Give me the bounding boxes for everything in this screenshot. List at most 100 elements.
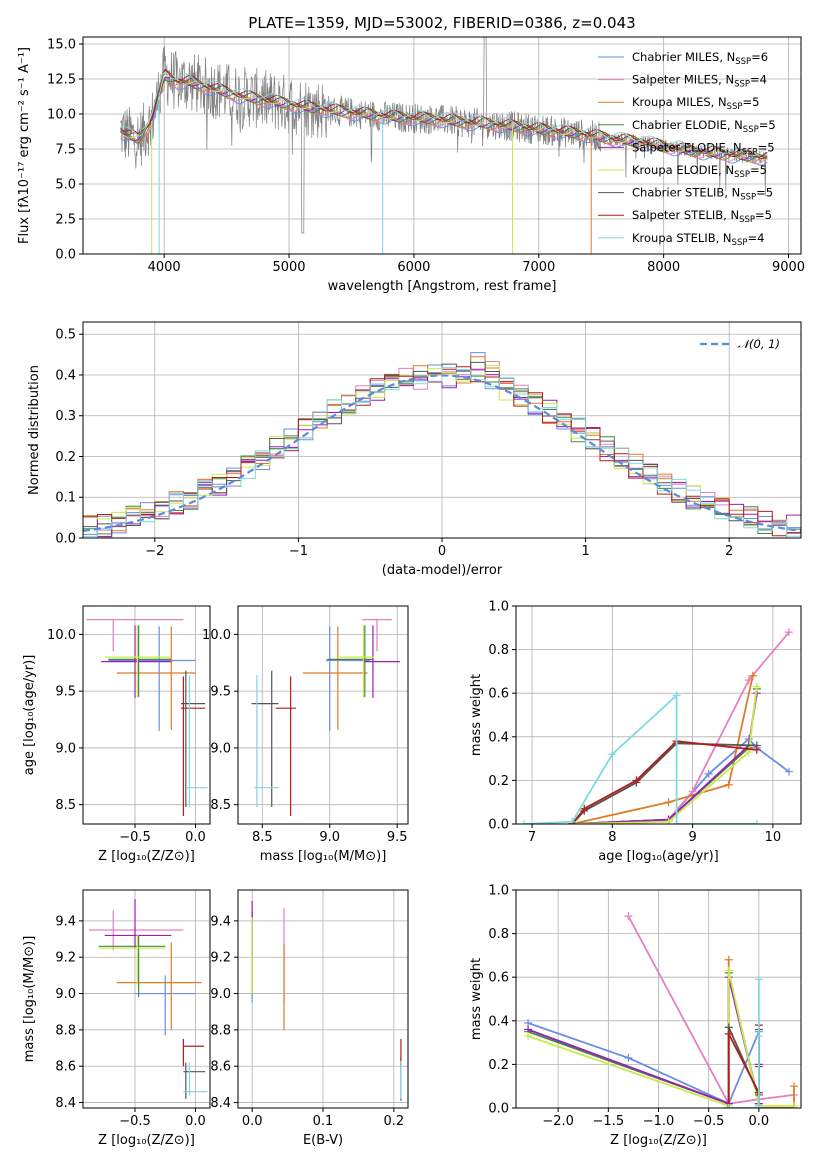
y-tick-label: 1.0	[488, 884, 509, 899]
weight-marker	[754, 1101, 763, 1108]
weight-marker	[754, 975, 763, 984]
x-tick-label: 0.2	[383, 1114, 404, 1129]
y-tick-label: 0.2	[55, 450, 76, 465]
y-tick-label: 0.6	[488, 971, 509, 986]
legend-suffix: =4	[747, 231, 764, 245]
x-tick-label: 0.0	[185, 830, 206, 845]
legend-suffix: =6	[751, 50, 768, 64]
weight-line	[728, 979, 760, 1108]
legend-suffix: =5	[758, 140, 775, 154]
y-tick-label: 0.0	[488, 1102, 509, 1117]
y-tick-label: 9.2	[210, 951, 231, 966]
x-tick-label: 4000	[148, 260, 181, 275]
x-axis-label: (data-model)/error	[382, 563, 503, 578]
weight-marker	[524, 1032, 533, 1041]
legend-label: Kroupa STELIB, NSSP=4	[632, 231, 764, 248]
weight-marker	[724, 780, 733, 789]
legend-name: Salpeter STELIB, N	[632, 208, 739, 222]
y-axis-label: Flux [fλ10⁻¹⁷ erg cm⁻² s⁻¹ A⁻¹]	[17, 47, 32, 244]
axes-frame	[515, 889, 802, 1109]
y-tick-label: 2.5	[55, 213, 76, 228]
weight-line	[727, 959, 795, 1108]
y-tick-label: 10.0	[47, 628, 76, 643]
x-axis-label: Z [log₁₀(Z/Z⊙)]	[610, 1133, 707, 1148]
x-tick-label: −1.5	[593, 1114, 625, 1129]
y-axis-label: mass weight	[469, 674, 484, 756]
legend-name: Salpeter MILES, N	[632, 73, 734, 87]
weight-marker	[632, 776, 641, 785]
legend-sub: SSP	[734, 80, 750, 90]
x-axis-label: E(B-V)	[303, 1133, 343, 1148]
age_vs_Z-grid	[83, 606, 210, 824]
y-tick-label: 8.8	[210, 1023, 231, 1038]
weight-marker	[784, 628, 793, 637]
y-tick-label: 9.5	[55, 685, 76, 700]
axes-frame	[237, 889, 409, 1109]
x-axis-label: Z [log₁₀(Z/Z⊙)]	[98, 849, 195, 864]
y-tick-label: 9.4	[210, 914, 231, 929]
x-tick-label: 9.5	[387, 830, 408, 845]
y-tick-label: 0.0	[55, 248, 76, 263]
model-line	[120, 75, 768, 166]
legend-name: Kroupa ELODIE, N	[632, 163, 734, 177]
weight-line	[527, 976, 760, 1105]
y-tick-label: 9.0	[210, 741, 231, 756]
weight_vs_age-plot	[520, 628, 793, 824]
mass_vs_Z-plot	[89, 899, 208, 1099]
legend-suffix: =4	[750, 73, 767, 87]
age_vs_Z-panel: −0.5 0.0 8.5 9.0 9.5 10.0 Z [log₁₀(Z/Z⊙)] age […	[22, 605, 211, 864]
legend-sub: SSP	[740, 193, 756, 203]
x-tick-label: 0.0	[185, 1114, 206, 1129]
y-tick-label: 9.0	[55, 987, 76, 1002]
legend-sub: SSP	[727, 102, 743, 112]
legend-label: Salpeter STELIB, NSSP=5	[632, 208, 772, 225]
y-tick-label: 8.6	[210, 1060, 231, 1075]
y-tick-label: 8.4	[55, 1096, 76, 1111]
legend-name: Chabrier STELIB, N	[632, 186, 740, 200]
y-tick-label: 0.8	[488, 927, 509, 942]
y-tick-label: 0.6	[488, 687, 509, 702]
weight-marker	[664, 798, 673, 807]
weight-line	[527, 972, 760, 1105]
y-tick-label: 9.5	[210, 685, 231, 700]
weight-marker	[752, 745, 761, 754]
weight-line	[627, 915, 795, 1105]
mass_vs_Z-grid	[83, 890, 210, 1108]
x-tick-label: 0.1	[313, 1114, 334, 1129]
weight-marker	[754, 1032, 763, 1041]
legend-label: Kroupa MILES, NSSP=5	[632, 95, 759, 112]
y-tick-label: 8.5	[210, 798, 231, 813]
spectrum-plot	[120, 37, 768, 254]
y-tick-label: 5.0	[55, 178, 76, 193]
legend-sub: SSP	[734, 170, 750, 180]
axes-frame	[515, 605, 802, 825]
age_vs_Z-plot	[86, 619, 208, 817]
weight-marker	[724, 1104, 733, 1108]
axes-frame	[237, 605, 409, 825]
x-axis-label: Z [log₁₀(Z/Z⊙)]	[98, 1133, 195, 1148]
x-axis-label: wavelength [Angstrom, rest frame]	[328, 279, 557, 294]
mass_vs_ebv-panel: 0.0 0.1 0.2 8.4 8.6 8.8 9.0 9.2 9.4 E(B-V)	[210, 889, 409, 1148]
weight-marker	[724, 966, 733, 975]
weight-marker	[748, 671, 757, 680]
legend-sub: SSP	[742, 147, 758, 157]
weight-marker	[789, 1082, 798, 1091]
x-axis-label: mass [log₁₀(M/M⊙)]	[260, 849, 387, 864]
y-axis-label: age [log₁₀(age/yr)]	[22, 655, 37, 776]
x-tick-label: −2.0	[542, 1114, 574, 1129]
weight-marker	[568, 817, 577, 824]
legend-suffix: =5	[750, 163, 767, 177]
weight-line	[572, 693, 758, 824]
axes-frame	[82, 889, 211, 1109]
legend-sub: SSP	[743, 125, 759, 135]
x-tick-label: 7000	[522, 260, 555, 275]
residuals-plot	[83, 352, 801, 538]
legend-sub: SSP	[732, 238, 748, 248]
mass_vs_ebv-plot	[251, 900, 402, 1101]
y-axis-label: mass [log₁₀(M/M⊙)]	[22, 936, 37, 1063]
x-tick-label: 8.5	[252, 830, 273, 845]
age_vs_mass-plot	[251, 619, 400, 817]
observed-spectrum	[120, 37, 768, 234]
axes-frame	[82, 321, 802, 539]
weight-marker	[724, 1029, 733, 1038]
